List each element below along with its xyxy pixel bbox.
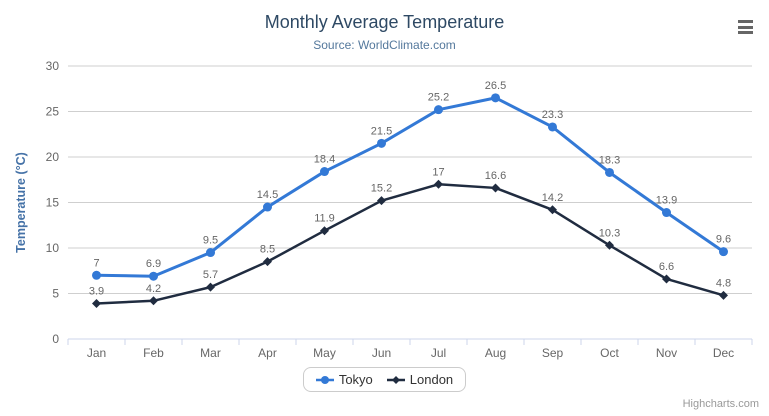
- y-axis-label: 25: [46, 105, 60, 119]
- x-axis-label: Jan: [87, 346, 106, 360]
- marker-tokyo-sep[interactable]: [548, 122, 557, 132]
- marker-london-aug[interactable]: [491, 183, 500, 193]
- context-menu-button[interactable]: [735, 19, 756, 35]
- y-axis-label: 10: [46, 241, 60, 255]
- marker-tokyo-nov[interactable]: [662, 208, 671, 218]
- chart-subtitle: Source: WorldClimate.com: [313, 38, 456, 52]
- legend-box: Tokyo London: [302, 367, 467, 392]
- data-label: 3.9: [89, 286, 104, 298]
- x-axis-label: Apr: [258, 346, 277, 360]
- marker-london-feb[interactable]: [149, 296, 158, 306]
- data-label: 18.3: [599, 154, 620, 166]
- marker-tokyo-jun[interactable]: [377, 138, 386, 148]
- data-label: 9.6: [716, 234, 731, 246]
- data-label: 16.6: [485, 170, 506, 182]
- marker-london-sep[interactable]: [548, 205, 557, 215]
- marker-tokyo-oct[interactable]: [605, 167, 614, 177]
- marker-london-dec[interactable]: [719, 290, 728, 300]
- marker-london-jan[interactable]: [92, 299, 101, 309]
- legend-marker-london-icon: [386, 375, 405, 384]
- x-axis-label: Nov: [656, 346, 677, 360]
- marker-london-jul[interactable]: [434, 179, 443, 189]
- x-axis-label: Dec: [713, 346, 734, 360]
- marker-london-jun[interactable]: [377, 196, 386, 206]
- data-label: 26.5: [485, 80, 506, 92]
- data-label: 8.5: [260, 244, 275, 256]
- series-line-tokyo: [95, 96, 725, 278]
- chart-title: Monthly Average Temperature: [264, 12, 505, 32]
- data-label: 21.5: [371, 125, 392, 137]
- data-label: 4.8: [716, 277, 731, 289]
- data-label: 5.7: [203, 269, 218, 281]
- data-label: 18.4: [314, 154, 335, 166]
- x-axis-label: Jul: [431, 346, 446, 360]
- marker-tokyo-feb[interactable]: [149, 271, 158, 281]
- data-label: 15.2: [371, 183, 392, 195]
- x-axis-label: Oct: [600, 346, 619, 360]
- x-axis-label: Sep: [542, 346, 564, 360]
- y-axis-label: 20: [46, 150, 60, 164]
- marker-tokyo-dec[interactable]: [719, 247, 728, 257]
- legend-label-london: London: [409, 372, 454, 387]
- data-label: 23.3: [542, 109, 563, 121]
- y-axis-title: Temperature (°C): [14, 152, 28, 253]
- marker-london-mar[interactable]: [206, 282, 215, 292]
- marker-london-apr[interactable]: [263, 257, 272, 267]
- hamburger-icon: [738, 20, 753, 23]
- data-label: 17: [432, 166, 444, 178]
- legend-marker-tokyo-icon: [315, 375, 334, 384]
- x-axis-label: Feb: [143, 346, 164, 360]
- data-label: 9.5: [203, 235, 218, 247]
- legend-item-london[interactable]: London: [386, 372, 454, 387]
- x-axis-label: Mar: [200, 346, 221, 360]
- y-axis-label: 30: [46, 59, 60, 73]
- marker-tokyo-apr[interactable]: [263, 202, 272, 212]
- data-label: 14.5: [257, 189, 278, 201]
- x-axis-label: Aug: [485, 346, 506, 360]
- legend-label-tokyo: Tokyo: [338, 372, 373, 387]
- data-label: 7: [93, 257, 99, 269]
- hamburger-icon: [738, 31, 753, 34]
- credits-link[interactable]: Highcharts.com: [682, 398, 759, 410]
- marker-london-nov[interactable]: [662, 274, 671, 284]
- marker-tokyo-aug[interactable]: [491, 93, 500, 103]
- y-axis-label: 0: [52, 332, 59, 346]
- marker-tokyo-mar[interactable]: [206, 248, 215, 258]
- data-label: 13.9: [656, 195, 677, 207]
- marker-london-may[interactable]: [320, 226, 329, 236]
- data-label: 6.9: [146, 258, 161, 270]
- x-axis-label: Jun: [372, 346, 391, 360]
- data-label: 25.2: [428, 92, 449, 104]
- data-label: 6.6: [659, 261, 674, 273]
- data-label: 10.3: [599, 227, 620, 239]
- marker-tokyo-may[interactable]: [320, 167, 329, 177]
- legend: Tokyo London: [0, 367, 769, 392]
- legend-item-tokyo[interactable]: Tokyo: [315, 372, 373, 387]
- x-axis-label: May: [313, 346, 336, 360]
- series-line-london: [95, 183, 725, 305]
- y-axis-label: 15: [46, 196, 60, 210]
- hamburger-icon: [738, 25, 753, 29]
- data-label: 4.2: [146, 283, 161, 295]
- marker-tokyo-jan[interactable]: [92, 270, 101, 280]
- data-label: 14.2: [542, 192, 563, 204]
- y-axis-label: 5: [52, 287, 59, 301]
- marker-tokyo-jul[interactable]: [434, 105, 443, 115]
- data-label: 11.9: [314, 213, 335, 225]
- marker-london-oct[interactable]: [605, 240, 614, 250]
